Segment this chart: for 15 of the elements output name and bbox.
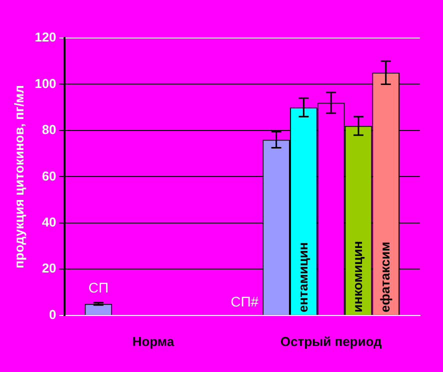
y-tick-label: 120 [34,30,56,45]
annotation: СП [88,280,109,296]
y-tick-label: 80 [42,122,56,138]
y-tick-label: 100 [34,76,56,91]
y-tick-label: 0 [49,306,56,322]
x-tick-label: Норма [132,334,175,349]
series-label: инкомицин [350,240,366,312]
x-tick-label: Острый период [280,334,383,349]
y-axis-title: продукция цитокинов, пг/мл [11,85,26,268]
series-label: ентамицин [295,242,310,312]
series-label: ефатаксим [377,242,392,312]
y-tick-label: 20 [42,260,56,276]
annotation: СП# [230,293,259,310]
y-tick-label: 40 [42,214,56,230]
y-tick-label: 60 [42,168,56,184]
